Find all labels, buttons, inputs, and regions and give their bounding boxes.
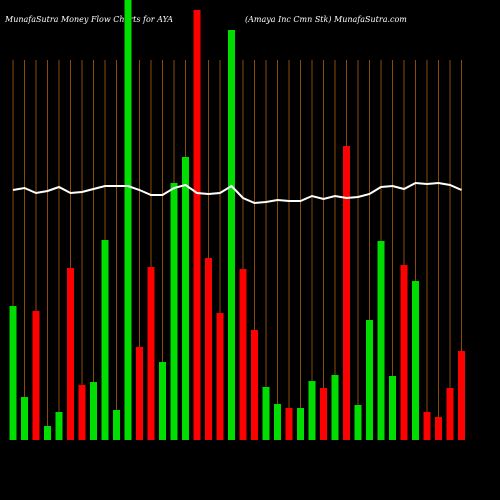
bar <box>377 241 385 440</box>
bar <box>32 311 40 440</box>
bar <box>320 388 327 440</box>
bar <box>21 397 28 440</box>
bar <box>400 265 408 440</box>
bar <box>9 306 17 440</box>
bar <box>423 412 431 440</box>
bar <box>262 387 270 440</box>
bar <box>354 405 362 440</box>
bar <box>147 267 155 440</box>
bar <box>90 382 97 440</box>
bar <box>182 157 189 440</box>
bar <box>251 330 258 440</box>
bar <box>193 10 201 440</box>
bar <box>239 269 247 440</box>
bar <box>285 408 293 440</box>
bar <box>228 30 235 440</box>
bar <box>44 426 51 440</box>
bar <box>55 412 63 440</box>
bar <box>170 183 178 440</box>
bar <box>124 0 132 440</box>
bar <box>159 362 166 440</box>
bar <box>216 313 224 440</box>
bar <box>412 281 419 440</box>
money-flow-line <box>12 181 462 205</box>
chart-subtitle: (Amaya Inc Cmn Stk) MunafaSutra.com <box>245 15 407 24</box>
bar <box>308 381 316 440</box>
bar <box>389 376 396 440</box>
bar <box>366 320 373 440</box>
bar <box>274 404 281 440</box>
bar <box>331 375 339 440</box>
bar <box>136 347 143 440</box>
bar <box>113 410 120 440</box>
bar <box>297 408 304 440</box>
bar <box>446 388 454 440</box>
bar <box>343 146 350 440</box>
bar <box>205 258 212 440</box>
bar <box>101 240 109 440</box>
bar <box>78 385 86 440</box>
bar <box>458 351 465 440</box>
chart-title: MunafaSutra Money Flow Charts for AYA <box>4 15 173 24</box>
bar <box>67 268 74 440</box>
bar <box>435 417 442 440</box>
